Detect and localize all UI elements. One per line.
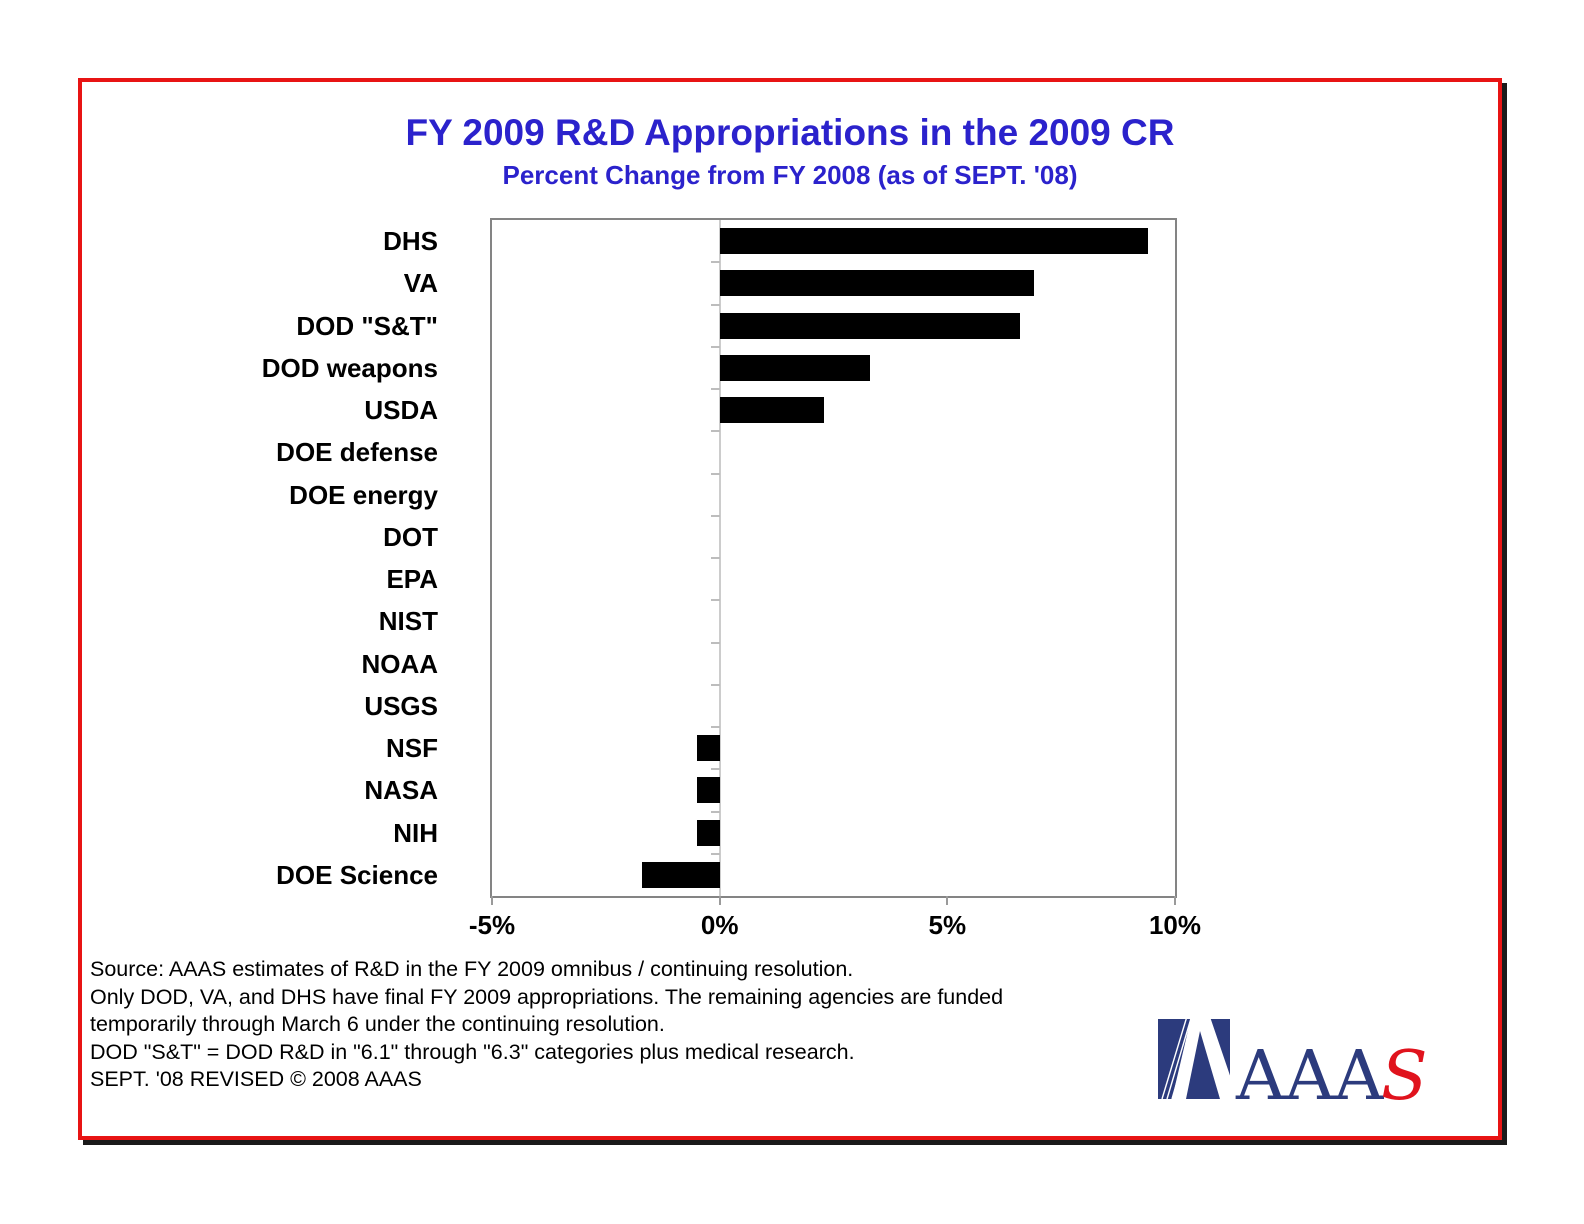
category-boundary-tick bbox=[710, 768, 720, 771]
category-label: DHS bbox=[383, 226, 438, 256]
x-axis-label: 5% bbox=[928, 910, 967, 940]
bar-va bbox=[719, 270, 1034, 297]
category-boundary-tick bbox=[710, 430, 720, 433]
footnote-line: Source: AAAS estimates of R&D in the FY … bbox=[90, 957, 854, 981]
category-label: NIST bbox=[378, 606, 438, 637]
plot-area bbox=[490, 218, 1177, 898]
category-boundary-tick bbox=[710, 514, 720, 517]
x-axis-tick bbox=[946, 896, 949, 905]
bar-dhs bbox=[719, 228, 1148, 255]
category-boundary-tick bbox=[710, 557, 720, 559]
aaas-logo: AAA S bbox=[1158, 1005, 1428, 1105]
bar-nih bbox=[696, 819, 720, 846]
chart-title: FY 2009 R&D Appropriations in the 2009 C… bbox=[405, 112, 1175, 153]
category-labels: DHS VA DOD "S&T" DOD weapons USDA DOE defense… bbox=[90, 220, 464, 896]
category-boundary-tick bbox=[710, 261, 720, 264]
x-axis-label: -5% bbox=[468, 910, 516, 940]
category-boundary-tick bbox=[710, 726, 720, 728]
bar-doe-science bbox=[642, 861, 720, 888]
chart-subtitle: Percent Change from FY 2008 (as of SEPT.… bbox=[502, 160, 1078, 190]
x-axis-tick bbox=[491, 896, 493, 905]
category-label: NSF bbox=[386, 733, 438, 763]
category-boundary-tick bbox=[710, 303, 720, 306]
category-label: DOE defense bbox=[276, 437, 438, 468]
category-label: DOE Science bbox=[276, 859, 438, 890]
x-axis-label: 0% bbox=[700, 910, 739, 940]
footnote-line: temporarily through March 6 under the co… bbox=[90, 1012, 665, 1036]
category-label: USGS bbox=[364, 690, 438, 721]
bar-dod-weapons bbox=[719, 354, 870, 381]
x-axis-tick bbox=[718, 896, 721, 905]
category-boundary-tick bbox=[710, 472, 720, 475]
aaas-logo-text-navy: AAA bbox=[1235, 1037, 1384, 1105]
category-label: DOD weapons bbox=[261, 352, 438, 383]
footnotes: Source: AAAS estimates of R&D in the FY … bbox=[90, 956, 1090, 1094]
category-label: DOD "S&T" bbox=[296, 310, 438, 341]
category-boundary-tick bbox=[710, 810, 720, 813]
x-axis-label: 10% bbox=[1148, 910, 1202, 940]
category-label: NOAA bbox=[361, 648, 438, 679]
aaas-logo-lambda-icon bbox=[1161, 1005, 1238, 1100]
category-boundary-tick bbox=[710, 852, 720, 855]
aaas-logo-text-red: S bbox=[1381, 1037, 1428, 1105]
footnote-line: DOD "S&T" = DOD R&D in "6.1" through "6.… bbox=[90, 1039, 855, 1064]
category-boundary-tick bbox=[710, 683, 720, 686]
category-label: NIH bbox=[393, 817, 438, 848]
category-label: EPA bbox=[386, 564, 438, 594]
category-boundary-tick bbox=[710, 345, 720, 348]
bar-dod-s-t- bbox=[719, 312, 1021, 339]
bar-nsf bbox=[696, 735, 720, 762]
category-label: DOT bbox=[383, 521, 438, 552]
bar-nasa bbox=[696, 777, 720, 804]
bar-usda bbox=[719, 397, 825, 424]
category-label: DOE energy bbox=[289, 479, 438, 510]
zero-axis-line bbox=[718, 220, 721, 896]
footnote-line: SEPT. '08 REVISED © 2008 AAAS bbox=[90, 1067, 422, 1091]
category-label: NASA bbox=[364, 775, 438, 806]
category-boundary-tick bbox=[710, 388, 720, 390]
category-label: USDA bbox=[364, 395, 438, 425]
category-boundary-tick bbox=[710, 641, 720, 644]
category-label: VA bbox=[403, 268, 438, 299]
category-boundary-tick bbox=[710, 599, 720, 602]
x-axis-tick bbox=[1174, 896, 1176, 905]
footnote-line: Only DOD, VA, and DHS have final FY 2009… bbox=[90, 984, 1004, 1009]
